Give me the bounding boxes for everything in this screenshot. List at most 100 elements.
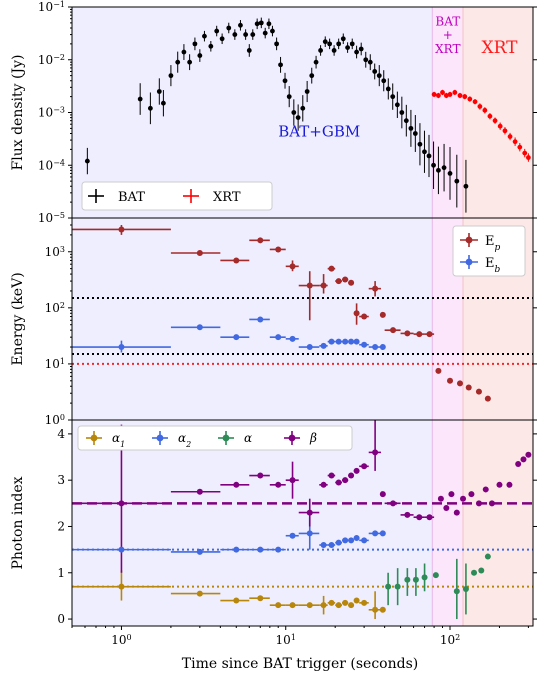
flux-point bbox=[358, 46, 364, 52]
flux-point bbox=[522, 150, 528, 156]
flux-point bbox=[367, 59, 373, 65]
data-point bbox=[118, 344, 125, 351]
data-point bbox=[328, 599, 335, 606]
data-point bbox=[118, 226, 125, 233]
flux-point bbox=[399, 110, 405, 115]
panel-plot-photon bbox=[72, 420, 533, 626]
data-point bbox=[404, 511, 411, 518]
data-point bbox=[515, 460, 522, 467]
data-point bbox=[426, 331, 433, 338]
flux-point bbox=[502, 128, 508, 134]
flux-point bbox=[286, 94, 292, 100]
legend-marker bbox=[465, 258, 473, 266]
flux-point bbox=[258, 20, 264, 26]
data-point bbox=[328, 338, 335, 345]
flux-point bbox=[246, 48, 252, 53]
data-point bbox=[275, 546, 282, 553]
data-point bbox=[275, 481, 282, 488]
flux-point bbox=[262, 30, 268, 36]
legend-marker bbox=[222, 434, 230, 442]
data-point bbox=[257, 546, 264, 553]
data-point bbox=[443, 504, 450, 511]
data-point bbox=[320, 481, 327, 488]
data-point bbox=[342, 537, 349, 544]
legend-label: α1 bbox=[112, 431, 125, 449]
data-point bbox=[328, 472, 335, 479]
data-point bbox=[233, 257, 240, 264]
data-point bbox=[435, 367, 442, 374]
data-point bbox=[306, 530, 313, 537]
data-point bbox=[348, 279, 355, 286]
data-point bbox=[342, 477, 349, 484]
data-point bbox=[342, 599, 349, 606]
flux-point bbox=[300, 105, 306, 111]
y-tick-label: 101 bbox=[45, 356, 65, 371]
flux-point bbox=[482, 107, 488, 113]
data-point bbox=[385, 583, 392, 590]
data-point bbox=[328, 541, 335, 548]
flux-point bbox=[137, 96, 143, 102]
data-point bbox=[484, 553, 491, 560]
flux-point bbox=[385, 86, 391, 92]
flux-point bbox=[181, 49, 187, 55]
panel-photon: Photon index α1 α2 α β bbox=[10, 419, 537, 630]
data-point bbox=[468, 491, 475, 498]
data-point bbox=[462, 585, 469, 592]
data-point bbox=[289, 477, 296, 484]
flux-point bbox=[254, 21, 260, 27]
data-point bbox=[335, 338, 342, 345]
data-point bbox=[475, 500, 482, 507]
data-point bbox=[361, 313, 368, 320]
flux-point bbox=[226, 25, 232, 31]
legend-label: BAT bbox=[118, 190, 145, 205]
data-point bbox=[379, 606, 386, 613]
data-point bbox=[289, 263, 296, 270]
data-point bbox=[196, 548, 203, 555]
data-point bbox=[320, 602, 327, 609]
flux-point bbox=[381, 78, 387, 84]
flux-point bbox=[313, 59, 319, 65]
flux-point bbox=[232, 32, 238, 37]
data-point bbox=[348, 472, 355, 479]
legend-flux: BAT XRT bbox=[81, 181, 273, 211]
x-tick-label: 101 bbox=[276, 633, 296, 648]
flux-point bbox=[447, 171, 453, 176]
legend-label: β bbox=[309, 431, 317, 445]
data-point bbox=[394, 583, 401, 590]
data-point bbox=[379, 491, 386, 498]
annotation: BAT bbox=[435, 14, 460, 28]
region-xrt bbox=[463, 420, 533, 626]
flux-point bbox=[187, 59, 193, 65]
data-point bbox=[306, 344, 313, 351]
data-point bbox=[412, 576, 419, 583]
legend-box bbox=[77, 425, 353, 451]
flux-point bbox=[363, 57, 369, 63]
flux-point bbox=[318, 48, 323, 53]
y-tick-label: 102 bbox=[45, 300, 65, 315]
data-point bbox=[353, 467, 360, 474]
region-bat-xrt bbox=[432, 420, 464, 626]
data-point bbox=[416, 331, 423, 338]
y-axis-label: Photon index bbox=[10, 476, 26, 569]
y-tick-label: 10−1 bbox=[38, 0, 65, 14]
data-point bbox=[353, 535, 360, 542]
data-point bbox=[390, 327, 397, 334]
panel-frame bbox=[71, 419, 534, 627]
data-point bbox=[453, 588, 460, 595]
flux-point bbox=[436, 93, 441, 98]
data-point bbox=[118, 583, 125, 590]
data-point bbox=[196, 488, 203, 495]
data-point bbox=[257, 472, 264, 479]
flux-point bbox=[147, 105, 153, 111]
flux-point bbox=[197, 53, 203, 58]
data-point bbox=[496, 481, 503, 488]
data-point bbox=[421, 574, 428, 581]
flux-point bbox=[436, 167, 441, 173]
flux-point bbox=[376, 73, 382, 79]
annotation: XRT bbox=[435, 42, 460, 56]
flux-point bbox=[467, 96, 473, 102]
legend-label: Eb bbox=[485, 256, 501, 275]
flux-point bbox=[463, 183, 469, 189]
legend-marker bbox=[90, 434, 98, 442]
